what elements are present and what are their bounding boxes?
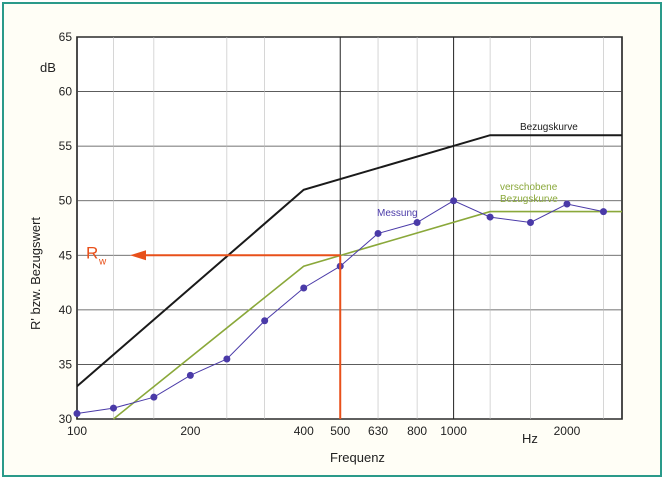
plot-background (76, 36, 623, 420)
data-point (150, 393, 158, 401)
x-tick-label: 400 (294, 424, 314, 438)
rw-label: R (86, 243, 98, 262)
data-point (261, 317, 269, 325)
y-tick-label: 30 (59, 412, 73, 426)
y-tick-label: 65 (59, 30, 73, 44)
x-tick-label: 2000 (554, 424, 581, 438)
series-line-2 (112, 210, 622, 420)
y-axis-label: R' bzw. Bezugswert (28, 217, 43, 330)
ticks: 30 35 40 45 50 55 60 65 100 200 400 500 630 800 1000 20… (59, 30, 581, 438)
svg-text:Messung: Messung (377, 208, 418, 219)
data-point (486, 213, 494, 221)
y-tick-label: 45 (59, 248, 73, 262)
y-tick-label: 40 (59, 303, 73, 317)
rw-subscript: w (98, 256, 107, 267)
x-unit-label: Hz (522, 431, 538, 446)
series-line-1 (76, 134, 622, 388)
y-unit-label: dB (40, 60, 56, 75)
legend-bezugskurve: Bezugskurve (520, 122, 578, 133)
svg-text:Bezugskurve: Bezugskurve (520, 122, 578, 133)
svg-text:verschobene: verschobene (500, 182, 558, 193)
rw-arrowhead (130, 250, 146, 261)
data-point (413, 219, 421, 227)
data-point (223, 355, 231, 363)
data-point (563, 200, 571, 208)
data-point (450, 197, 458, 205)
data-point (374, 229, 382, 237)
x-tick-label: 630 (368, 424, 388, 438)
legend-messung: Messung (377, 208, 418, 219)
grid (77, 36, 622, 420)
x-tick-label: 500 (330, 424, 350, 438)
data-point (73, 410, 81, 418)
y-tick-label: 50 (59, 194, 73, 208)
y-tick-label: 60 (59, 85, 73, 99)
x-axis-label: Frequenz (330, 450, 385, 465)
x-tick-label: 200 (180, 424, 200, 438)
data-point (599, 208, 607, 216)
x-tick-label: 100 (67, 424, 87, 438)
y-tick-label: 35 (59, 357, 73, 371)
x-tick-label: 1000 (440, 424, 467, 438)
x-tick-label: 800 (407, 424, 427, 438)
data-point (186, 371, 194, 379)
data-point (526, 219, 534, 227)
data-point (109, 404, 117, 412)
data-point (300, 284, 308, 292)
y-tick-label: 55 (59, 139, 73, 153)
legend-verschobene: verschobene Bezugskurve (500, 182, 558, 205)
svg-text:Bezugskurve: Bezugskurve (500, 194, 558, 205)
series-layer (73, 134, 622, 420)
